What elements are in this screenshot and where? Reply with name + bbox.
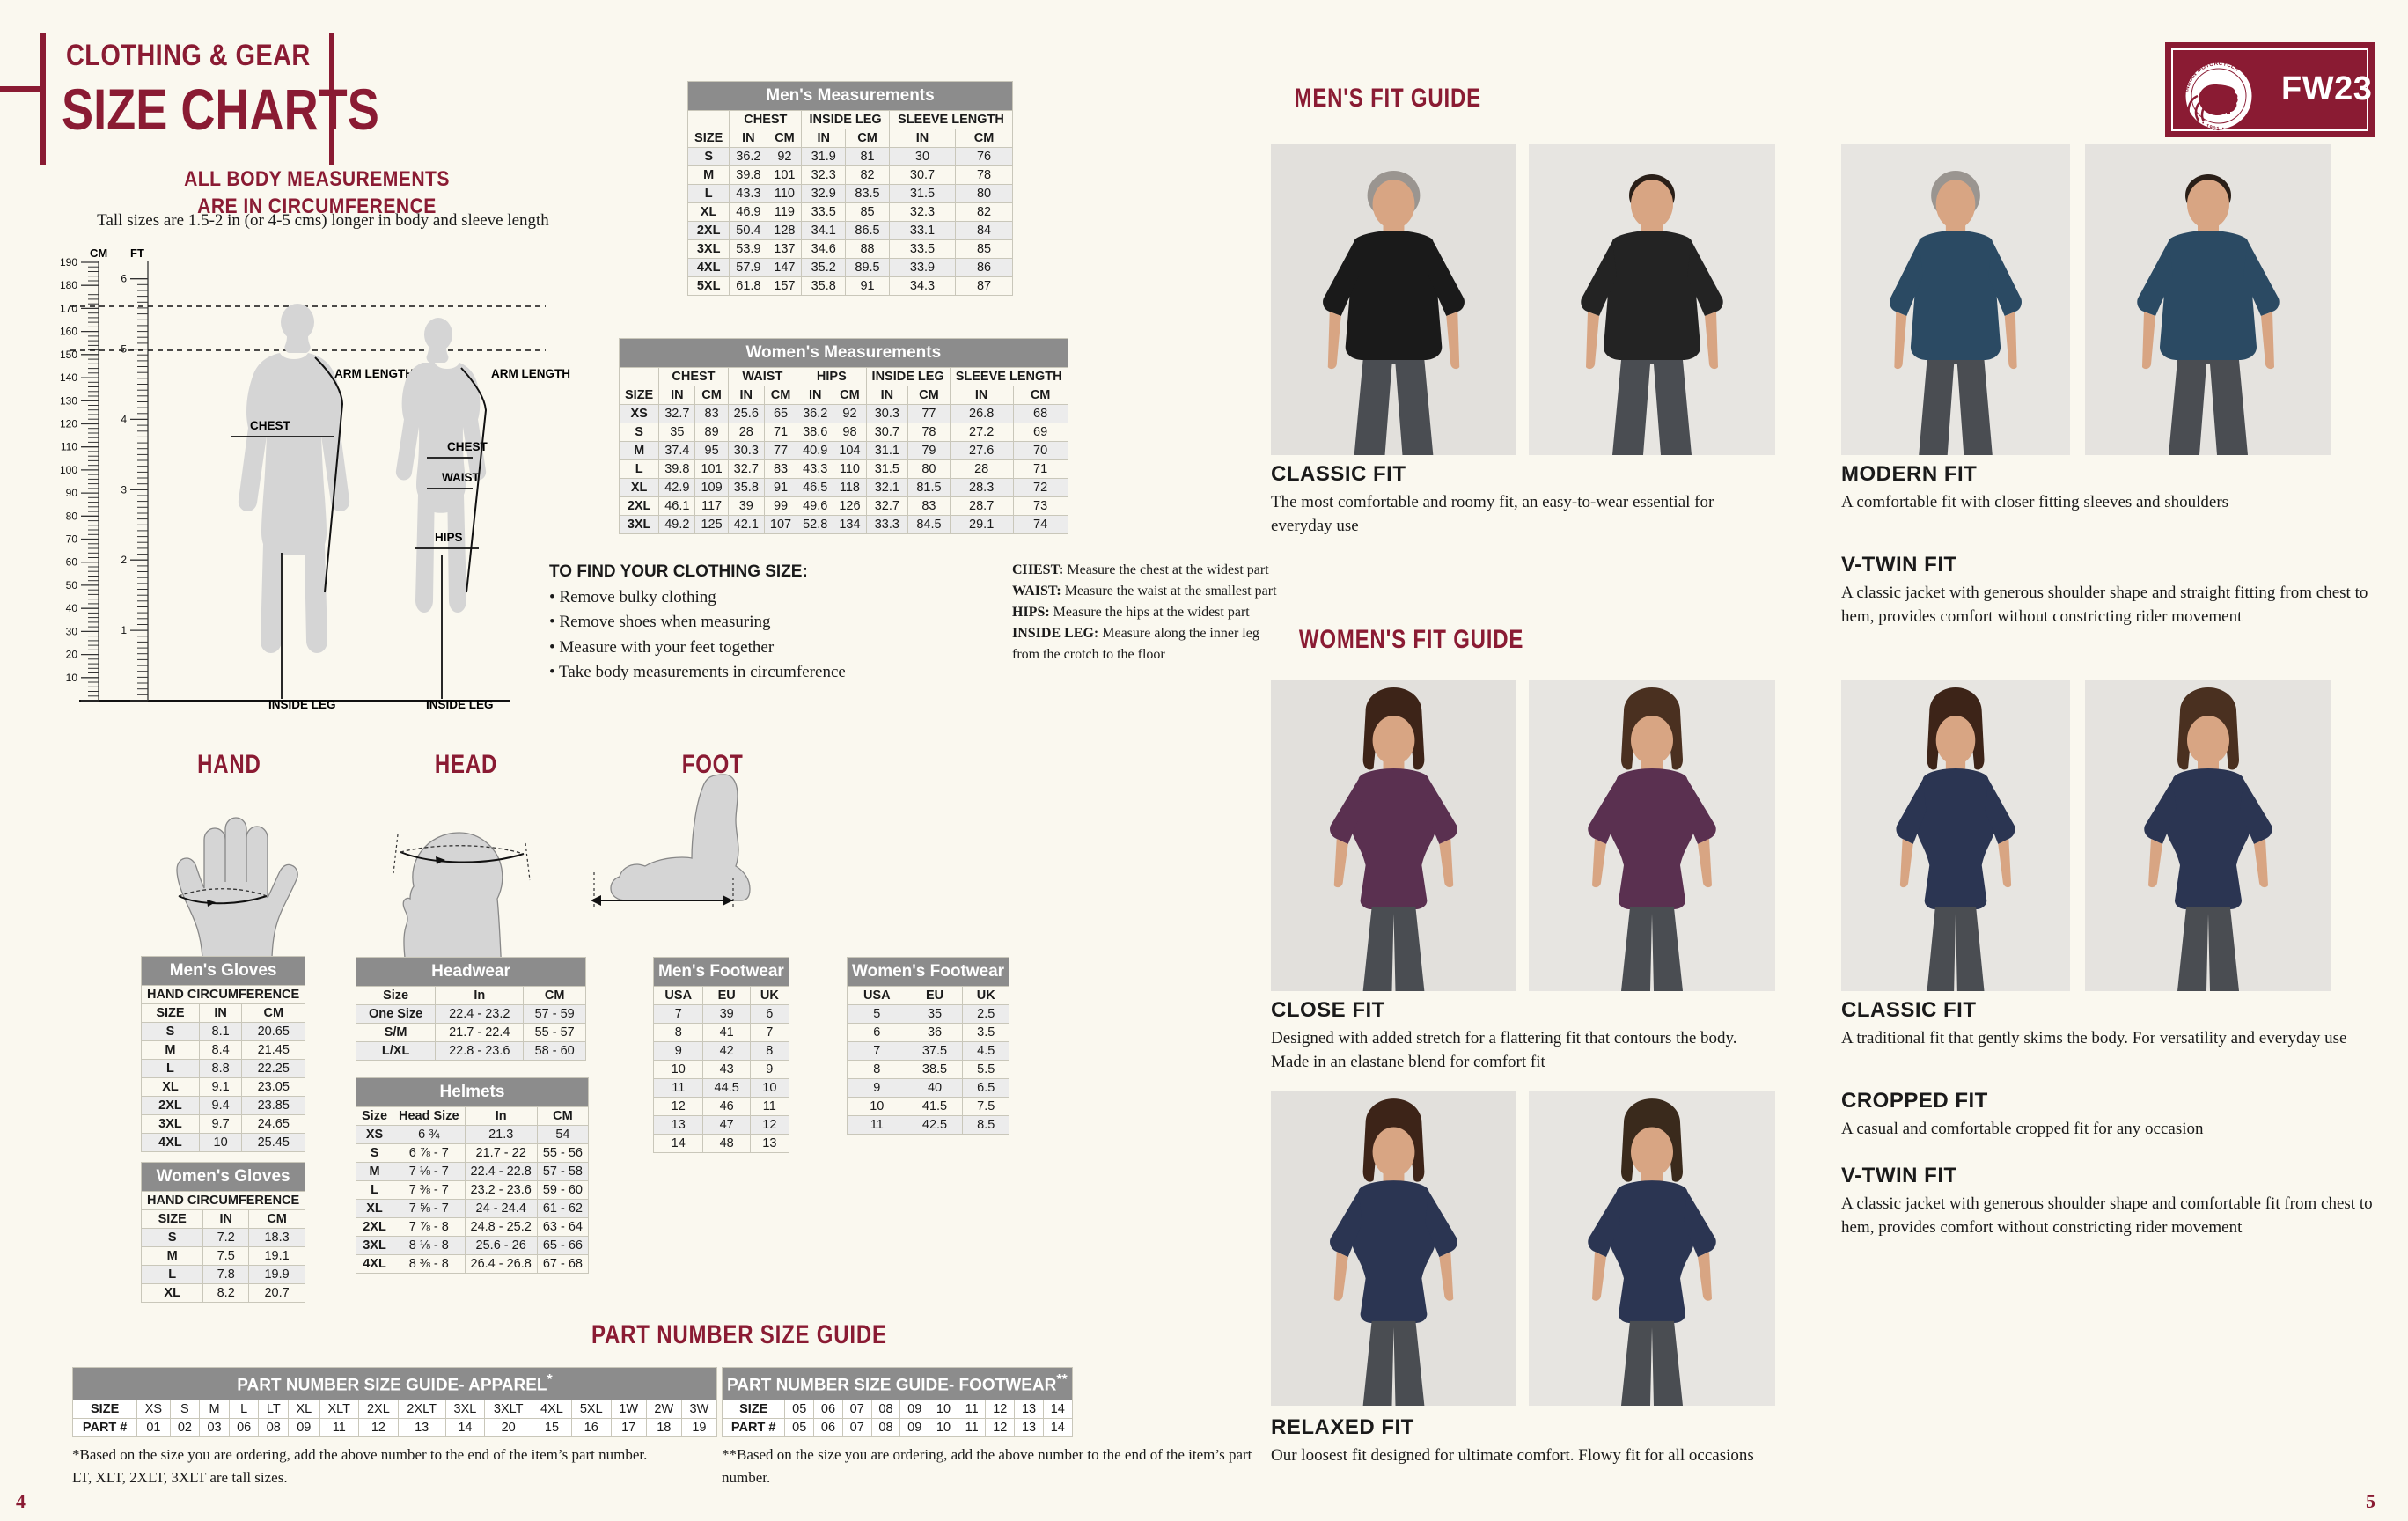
- svg-text:110: 110: [61, 441, 77, 453]
- svg-text:1: 1: [121, 624, 127, 636]
- svg-text:90: 90: [66, 487, 78, 499]
- svg-text:80: 80: [66, 510, 78, 522]
- svg-text:ARM LENGTH: ARM LENGTH: [491, 367, 570, 380]
- svg-text:100: 100: [60, 464, 77, 476]
- svg-text:140: 140: [60, 371, 77, 384]
- svg-text:50: 50: [66, 579, 78, 592]
- svg-text:HIPS: HIPS: [435, 531, 463, 544]
- svg-text:60: 60: [66, 556, 78, 569]
- svg-text:4: 4: [121, 413, 127, 425]
- svg-text:160: 160: [60, 326, 77, 338]
- svg-text:WAIST: WAIST: [442, 471, 481, 484]
- svg-text:40: 40: [66, 602, 78, 614]
- svg-text:5: 5: [121, 343, 127, 356]
- svg-text:10: 10: [66, 672, 78, 684]
- svg-text:INSIDE LEG: INSIDE LEG: [426, 698, 494, 711]
- svg-text:CM: CM: [90, 246, 107, 260]
- svg-text:FT: FT: [130, 246, 144, 260]
- svg-text:180: 180: [60, 279, 77, 291]
- svg-text:INSIDE LEG: INSIDE LEG: [268, 698, 336, 711]
- svg-text:6: 6: [121, 273, 127, 285]
- svg-text:170: 170: [60, 302, 77, 314]
- svg-text:190: 190: [60, 256, 77, 268]
- svg-text:20: 20: [66, 649, 78, 661]
- svg-text:CHEST: CHEST: [250, 419, 291, 432]
- svg-text:130: 130: [60, 394, 77, 407]
- svg-text:30: 30: [66, 625, 78, 637]
- svg-text:2: 2: [121, 554, 127, 566]
- svg-text:3: 3: [121, 483, 127, 496]
- svg-text:70: 70: [66, 533, 78, 546]
- svg-text:120: 120: [60, 418, 77, 430]
- svg-text:ARM LENGTH: ARM LENGTH: [334, 367, 414, 380]
